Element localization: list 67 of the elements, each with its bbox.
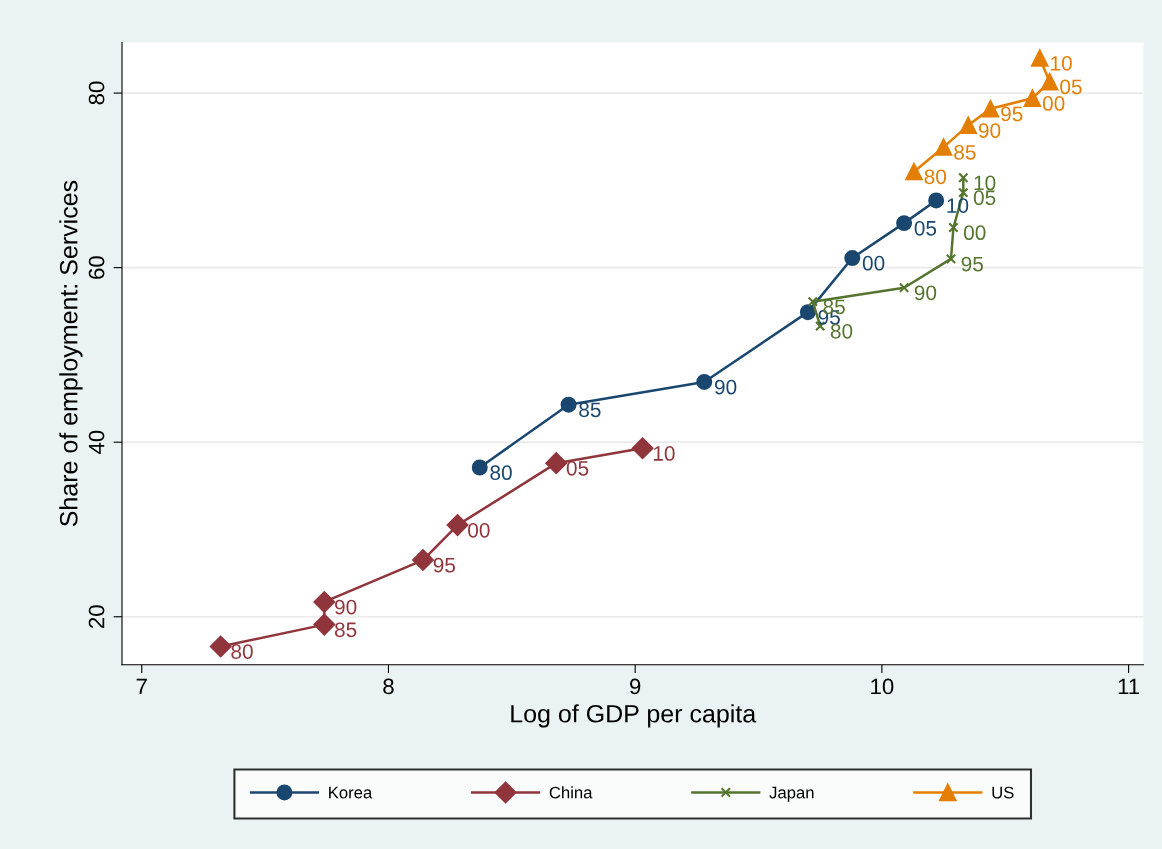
annotation: 85	[334, 622, 357, 638]
annotation: 05	[914, 220, 937, 236]
point	[958, 187, 969, 198]
point	[471, 459, 488, 476]
annotation: 05	[973, 190, 996, 206]
point	[545, 452, 568, 475]
point	[945, 253, 957, 265]
point	[560, 396, 577, 413]
point	[631, 437, 654, 460]
annotation: 90	[714, 379, 737, 395]
point	[1023, 89, 1042, 107]
annotation: 10	[1051, 55, 1072, 71]
legend-label: Korea	[329, 786, 373, 799]
annotation: 80	[924, 169, 947, 185]
annotation: 95	[961, 256, 983, 272]
annotation: 00	[468, 522, 490, 538]
x-tick-label: 7	[136, 678, 147, 695]
annotation: 90	[335, 599, 357, 615]
x-tick-label: 9	[630, 678, 641, 695]
annotation: 90	[978, 123, 1001, 138]
point	[799, 304, 816, 321]
point	[959, 116, 977, 135]
annotation: 85	[954, 144, 976, 160]
x-tick-label: 10	[871, 678, 894, 695]
y-tick-label: 60	[88, 256, 105, 279]
annotation: 85	[579, 402, 601, 418]
point	[446, 514, 469, 536]
annotation: 80	[231, 644, 253, 659]
point	[948, 222, 959, 233]
point	[1031, 49, 1049, 67]
point	[844, 250, 861, 267]
legend-label: Japan	[769, 786, 814, 802]
point	[313, 613, 336, 636]
annotation: 00	[862, 255, 885, 271]
x-axis-title: Log of GDP per capita	[511, 704, 757, 728]
point	[209, 635, 232, 658]
y-tick-label: 80	[88, 81, 105, 105]
annotation: 10	[974, 175, 996, 191]
x-tick-label: 11	[1118, 678, 1140, 695]
point	[958, 172, 969, 183]
annotation: 95	[433, 557, 456, 573]
x-tick-label: 8	[383, 678, 394, 695]
y-tick-label: 40	[88, 430, 105, 455]
point	[934, 138, 953, 156]
point	[807, 296, 819, 307]
annotation: 05	[566, 460, 589, 476]
point	[898, 282, 910, 293]
annotation: 90	[914, 285, 937, 301]
legend-label: US	[992, 786, 1014, 799]
point	[412, 549, 434, 571]
point	[905, 162, 923, 181]
annotation: 00	[1042, 96, 1065, 111]
legend-label: China	[549, 786, 593, 799]
point	[313, 591, 336, 613]
annotation: 80	[490, 465, 512, 481]
point	[896, 215, 913, 232]
y-tick-label: 20	[88, 605, 105, 628]
y-axis-title: Share of employment: Services	[59, 180, 83, 527]
annotation: 95	[1001, 106, 1023, 122]
point	[696, 373, 713, 390]
annotation: 10	[653, 446, 675, 461]
annotation: 80	[830, 323, 853, 339]
point	[928, 192, 945, 209]
point	[981, 100, 1000, 118]
point	[1040, 73, 1059, 91]
annotation: 00	[963, 225, 986, 241]
annotation: 05	[1060, 79, 1082, 95]
